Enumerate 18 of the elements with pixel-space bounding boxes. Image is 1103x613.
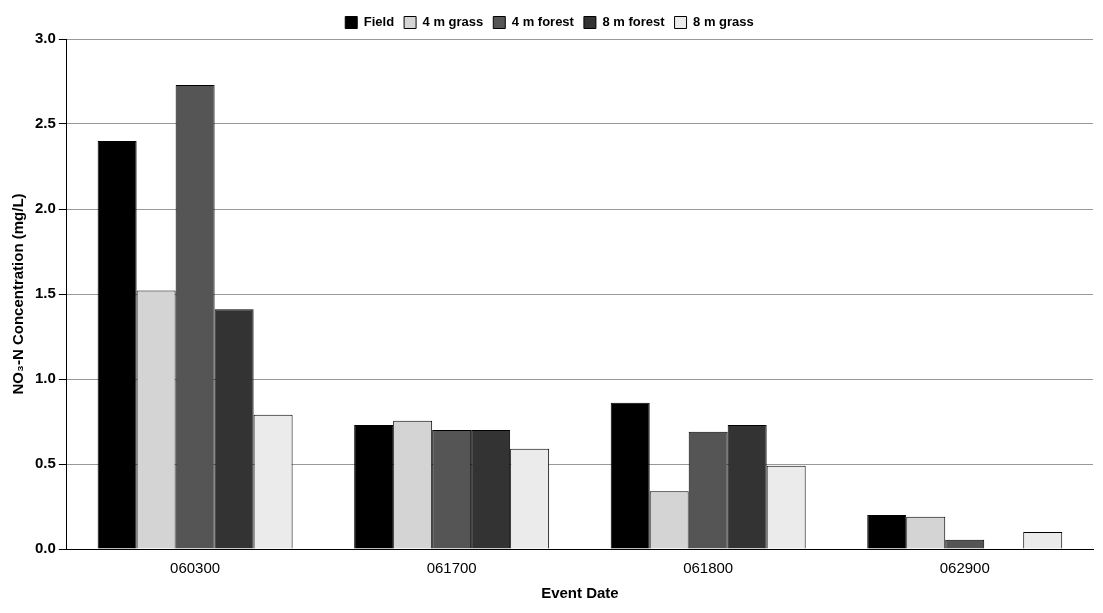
y-tick-label: 2.5 [34, 114, 56, 132]
x-tick-label: 061800 [683, 559, 734, 577]
legend-label: 4 m forest [511, 14, 575, 30]
x-axis-title: Event Date [541, 584, 619, 602]
y-tick-label: 1.5 [34, 284, 56, 302]
x-tick-label: 060300 [170, 559, 221, 577]
y-tick-label: 2.0 [34, 199, 56, 217]
legend-label: 8 m forest [602, 14, 666, 30]
y-tick-label: 3.0 [34, 29, 56, 47]
legend-label: 4 m grass [422, 14, 484, 30]
y-tick-label: 0.5 [34, 454, 56, 472]
y-tick-label: 0.0 [34, 539, 56, 557]
x-tick-label: 062900 [939, 559, 990, 577]
legend-label: Field [363, 14, 395, 30]
y-axis-title: NO₃-N Concentration (mg/L) [9, 193, 27, 395]
x-tick-label: 061700 [426, 559, 477, 577]
legend-label: 8 m grass [693, 14, 754, 30]
y-tick-label: 1.0 [34, 369, 56, 387]
